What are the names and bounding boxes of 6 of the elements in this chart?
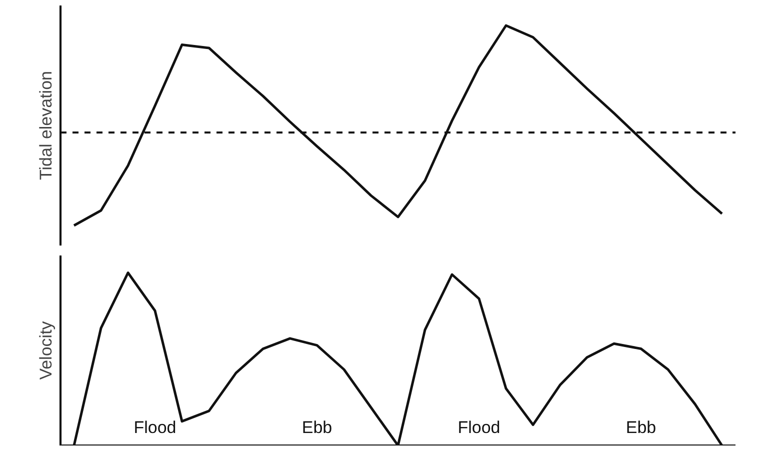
annotation: Flood <box>134 418 176 437</box>
annotation: Ebb <box>626 418 656 437</box>
annotation: Ebb <box>302 418 332 437</box>
y-axis-title: Tidal elevation <box>36 70 56 180</box>
y-axis-title: Velocity <box>36 320 56 380</box>
annotation: Flood <box>458 418 500 437</box>
